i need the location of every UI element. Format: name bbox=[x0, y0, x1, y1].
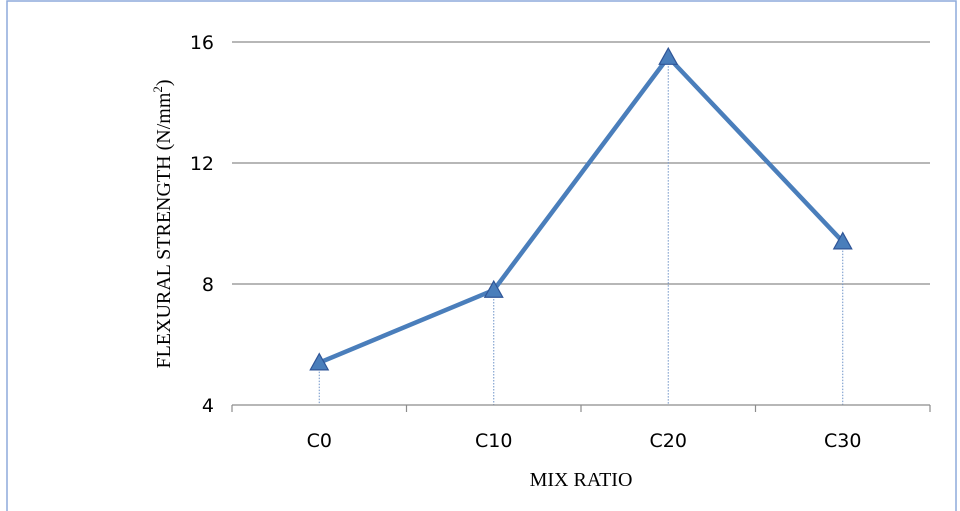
y-axis-title-main: FLEXURAL STRENGTH (N/mm bbox=[153, 92, 175, 368]
y-axis-title-close: ) bbox=[153, 79, 175, 86]
data-point-C20 bbox=[658, 46, 679, 65]
x-tick-label-C10: C10 bbox=[475, 430, 512, 452]
data-point-C0 bbox=[309, 352, 330, 371]
x-axis-title: MIX RATIO bbox=[530, 469, 633, 491]
y-tick-label-8: 8 bbox=[202, 274, 214, 296]
x-tick-label-C20: C20 bbox=[650, 430, 687, 452]
x-tick-marks bbox=[231, 405, 931, 412]
x-tick-label-C0: C0 bbox=[307, 430, 332, 452]
y-tick-label-12: 12 bbox=[190, 153, 214, 175]
y-tick-label-16: 16 bbox=[190, 32, 214, 54]
y-axis-title-superscript: 2 bbox=[150, 86, 165, 93]
y-tick-labels: 4 8 12 16 bbox=[190, 32, 214, 417]
data-point-C10 bbox=[483, 279, 504, 298]
x-tick-labels: C0 C10 C20 C30 bbox=[307, 430, 862, 452]
series-line bbox=[317, 54, 845, 365]
gridlines bbox=[232, 41, 930, 285]
x-tick-label-C30: C30 bbox=[824, 430, 861, 452]
data-point-C30 bbox=[832, 231, 853, 250]
y-tick-label-4: 4 bbox=[202, 395, 214, 417]
chart-border bbox=[6, 0, 957, 511]
data-markers bbox=[309, 46, 853, 371]
y-axis-title: FLEXURAL STRENGTH (N/mm2) bbox=[150, 79, 175, 368]
